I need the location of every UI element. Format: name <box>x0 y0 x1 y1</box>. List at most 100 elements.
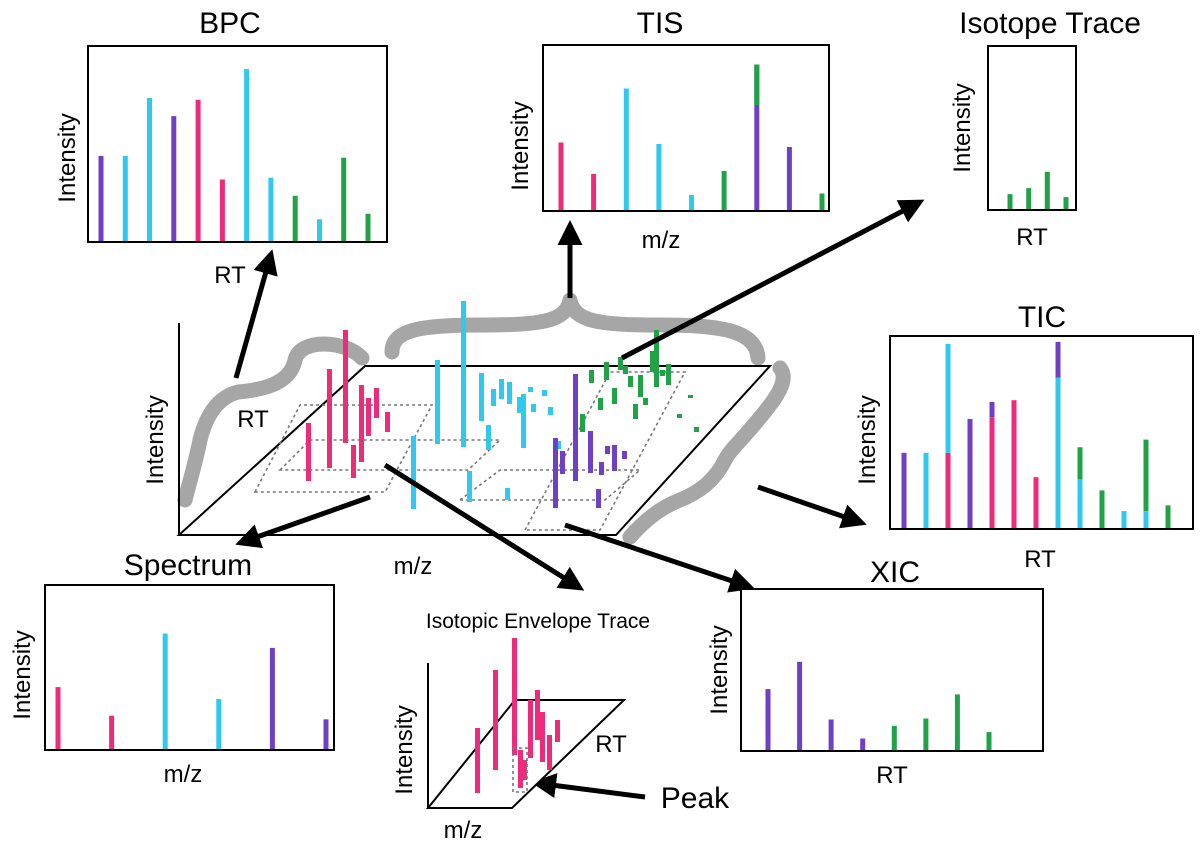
xic-title: XIC <box>870 556 920 589</box>
spectrum-bar <box>109 715 115 749</box>
tis-bar <box>819 193 825 210</box>
tic-title: TIC <box>1018 301 1066 334</box>
arrow-to-envelope <box>383 462 585 591</box>
spectrum-bar <box>269 647 275 749</box>
center-peak-bar <box>588 431 593 473</box>
isotope-trace-bars <box>1007 171 1069 210</box>
center-peak-bar <box>499 379 504 399</box>
envelope-peak-bar <box>512 638 517 755</box>
bpc-bar <box>365 213 371 241</box>
center-peak-bar <box>560 451 565 474</box>
center-peak-bar <box>479 373 484 421</box>
tic-bar-segment <box>1121 511 1127 528</box>
bpc-bar <box>98 155 104 241</box>
center-peak-bar <box>654 330 659 387</box>
center-peak-bar <box>366 398 371 436</box>
center-rt-label: RT <box>237 406 269 433</box>
center-peak-bar <box>660 370 665 376</box>
center-peak-bar <box>598 398 603 410</box>
spectrum-ylabel: Intensity <box>9 630 36 719</box>
bpc-bars <box>98 69 371 242</box>
spectrum-xlabel: m/z <box>164 761 203 788</box>
rt-brace <box>177 336 370 508</box>
center-peak-bar <box>589 370 594 383</box>
spectrum-bar <box>216 699 222 749</box>
xic-bars <box>765 661 992 751</box>
xic-xlabel: RT <box>876 762 908 789</box>
tic-bar-segment <box>923 452 929 528</box>
envelope-title: Isotopic Envelope Trace <box>426 610 650 633</box>
center-peak-bar <box>359 385 364 462</box>
envelope-peak-bar <box>540 712 545 762</box>
tis-bars <box>558 64 825 210</box>
tis-bar <box>656 144 662 210</box>
bpc-frame <box>87 45 388 243</box>
tic-panel: TIC Intensity RT <box>854 301 1194 573</box>
envelope-ylabel: Intensity <box>391 705 418 794</box>
tis-panel: TIS Intensity m/z <box>507 7 830 254</box>
center-peak-bar <box>528 387 533 392</box>
arrow-to-xic <box>564 522 755 593</box>
tic-bar-segment <box>967 419 973 528</box>
spectrum-bar <box>162 633 168 749</box>
bpc-bar <box>244 69 250 241</box>
center-peak-bar <box>343 330 348 443</box>
bpc-bar <box>341 157 347 241</box>
xic-ylabel: Intensity <box>706 625 733 714</box>
tis-bar <box>558 142 564 210</box>
tic-brace <box>622 360 791 545</box>
center-peak-bar <box>531 404 536 412</box>
center-peak-bar <box>623 366 628 374</box>
center-peak-bar <box>517 397 522 413</box>
tic-frame <box>889 335 1194 530</box>
spectrum-bar <box>323 719 329 750</box>
envelope-peak-bar <box>528 700 533 758</box>
bpc-bar <box>219 179 225 241</box>
center-peak-bar <box>374 388 379 418</box>
center-peak-bar <box>694 427 699 432</box>
center-peaks <box>306 301 699 509</box>
center-peak-bar <box>612 388 617 404</box>
center-peak-bar <box>650 351 655 372</box>
center-peak-bar <box>306 423 311 481</box>
center-peak-bar <box>327 369 332 468</box>
bpc-bar <box>147 98 152 241</box>
isotope-trace-title: Isotope Trace <box>959 7 1141 40</box>
tis-bar <box>754 64 760 210</box>
xic-bar <box>923 718 929 750</box>
center-peak-bar <box>505 488 510 500</box>
bpc-title: BPC <box>199 7 261 40</box>
center-peak-bar <box>622 451 627 459</box>
tic-bar-segment <box>901 452 907 528</box>
center-peak-bar <box>580 414 585 432</box>
bpc-bar <box>122 155 128 241</box>
tis-bar <box>623 88 629 210</box>
tic-bar-segment <box>1165 505 1171 528</box>
center-ylabel: Intensity <box>142 395 169 484</box>
bpc-bar <box>195 99 201 241</box>
center-peak-bar <box>556 441 561 449</box>
tic-bars <box>901 341 1171 528</box>
tis-xlabel: m/z <box>642 227 681 254</box>
tis-bar <box>689 195 694 210</box>
tis-ylabel: Intensity <box>507 101 534 190</box>
xic-bar <box>797 661 803 750</box>
xic-bar <box>954 694 960 751</box>
spectrum-bar <box>55 687 61 749</box>
tic-bar-segment <box>1011 400 1017 528</box>
xic-panel: XIC Intensity RT <box>706 556 1044 789</box>
tic-bar-segment <box>1055 377 1061 528</box>
center-peak-bar <box>599 462 604 475</box>
envelope-peak-bar <box>555 720 560 742</box>
tic-bar-segment <box>989 417 995 528</box>
xic-bar <box>891 725 897 751</box>
xic-bar <box>765 689 771 750</box>
arrow-to-bpc <box>233 249 278 379</box>
tic-bar-segment <box>1099 490 1105 528</box>
center-peak-bar <box>605 446 610 454</box>
envelope-xlabel: m/z <box>444 817 483 844</box>
center-peak-bar <box>604 362 609 380</box>
center-peak-bar <box>553 438 558 508</box>
bpc-bar <box>171 116 177 241</box>
